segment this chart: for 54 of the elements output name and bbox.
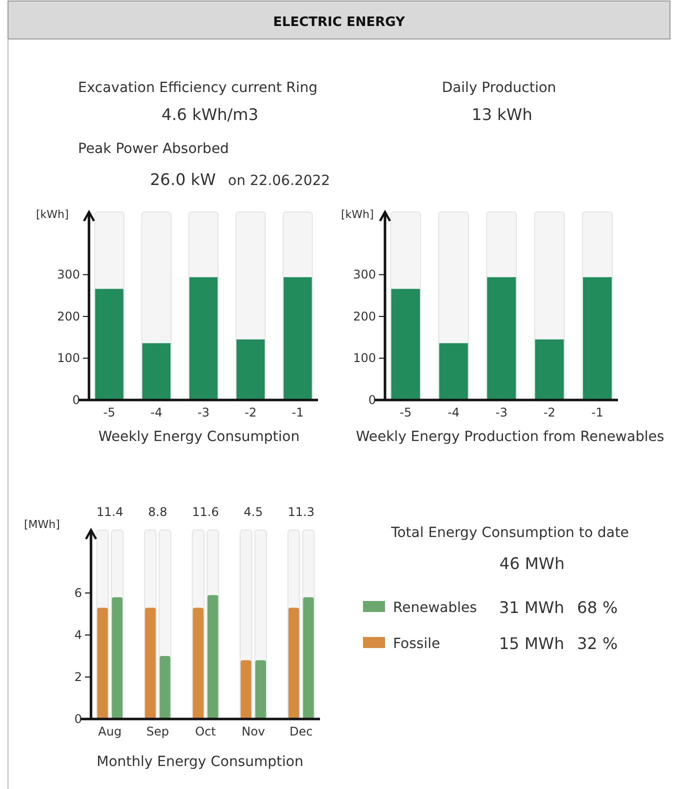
x-tick-label: -5 bbox=[103, 406, 116, 420]
text: 46 MWh bbox=[499, 554, 565, 573]
x-tick-label: -5 bbox=[400, 406, 412, 420]
x-tick-label: Aug bbox=[98, 724, 122, 739]
y-tick-label: 300 bbox=[57, 268, 80, 282]
y-axis-title: [kWh] bbox=[36, 208, 69, 221]
text: Daily Production bbox=[442, 80, 556, 96]
x-tick-label: -1 bbox=[292, 406, 304, 420]
x-tick-label: -4 bbox=[150, 406, 162, 420]
y-tick-label: 4 bbox=[74, 628, 82, 642]
y-tick-label: 200 bbox=[57, 309, 80, 324]
y-tick-label: 200 bbox=[353, 309, 376, 324]
x-tick-label: Sep bbox=[146, 724, 170, 739]
y-tick-label: 0 bbox=[368, 392, 376, 407]
y-tick-label: 2 bbox=[74, 670, 82, 684]
text: 15 MWh bbox=[499, 634, 564, 653]
text: 26.0 kW bbox=[150, 170, 216, 189]
x-axis-title: Monthly Energy Consumption bbox=[96, 754, 304, 770]
text: 11.4 bbox=[96, 505, 124, 519]
text: Total Energy Consumption to date bbox=[390, 525, 629, 541]
y-tick-label: 6 bbox=[74, 586, 82, 600]
text: 68 % bbox=[577, 598, 618, 617]
text: 8.8 bbox=[148, 505, 168, 519]
y-tick-label: 0 bbox=[74, 712, 82, 726]
legend-label: Renewables bbox=[393, 600, 477, 616]
x-tick-label: Oct bbox=[195, 724, 216, 739]
x-tick-label: -2 bbox=[244, 406, 257, 420]
x-tick-label: -2 bbox=[543, 406, 556, 420]
text: 13 kWh bbox=[472, 105, 532, 124]
legend-label: Fossile bbox=[393, 636, 440, 652]
text: 11.6 bbox=[192, 505, 219, 519]
x-tick-label: -4 bbox=[448, 406, 460, 420]
text: Excavation Efficiency current Ring bbox=[78, 80, 318, 96]
x-axis-title: Weekly Energy Production from Renewables bbox=[356, 429, 664, 445]
x-axis-title: Weekly Energy Consumption bbox=[98, 429, 300, 445]
x-tick-label: -3 bbox=[496, 406, 508, 420]
y-tick-label: 100 bbox=[353, 351, 376, 366]
text: 32 % bbox=[577, 634, 618, 653]
x-tick-label: Nov bbox=[242, 724, 266, 739]
y-tick-label: 0 bbox=[72, 392, 80, 407]
text: Peak Power Absorbed bbox=[78, 141, 229, 157]
y-tick-label: 300 bbox=[353, 268, 376, 282]
x-tick-label: Dec bbox=[290, 724, 313, 739]
text: 31 MWh bbox=[499, 598, 564, 617]
x-tick-label: -1 bbox=[591, 406, 604, 420]
y-axis-title: [kWh] bbox=[341, 208, 374, 221]
x-tick-label: -3 bbox=[198, 406, 210, 420]
y-axis-title: [MWh] bbox=[24, 518, 60, 531]
text: 11.3 bbox=[288, 505, 314, 519]
text: 4.5 bbox=[244, 505, 263, 519]
text: ELECTRIC ENERGY bbox=[273, 15, 406, 30]
text: 4.6 kWh/m3 bbox=[162, 105, 258, 124]
y-tick-label: 100 bbox=[57, 351, 80, 366]
text: on 22.06.2022 bbox=[228, 173, 330, 189]
